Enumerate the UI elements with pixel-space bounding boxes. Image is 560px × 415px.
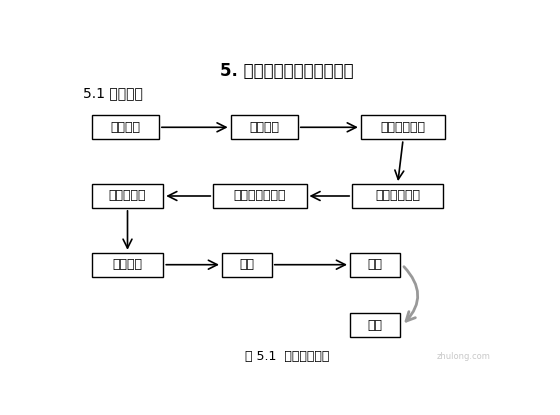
- FancyBboxPatch shape: [92, 253, 164, 277]
- Text: 自检: 自检: [367, 319, 382, 332]
- Text: 基层处理: 基层处理: [249, 121, 279, 134]
- FancyBboxPatch shape: [361, 115, 445, 139]
- Text: 标识铺砖控制线: 标识铺砖控制线: [234, 190, 286, 203]
- Text: zhulong.com: zhulong.com: [437, 352, 491, 361]
- Text: 勾缝: 勾缝: [239, 258, 254, 271]
- Text: 5. 施工工艺流程及操作要点: 5. 施工工艺流程及操作要点: [220, 61, 354, 80]
- Text: 铺结合层砂浆: 铺结合层砂浆: [375, 190, 420, 203]
- Text: 压平拨缝: 压平拨缝: [113, 258, 142, 271]
- Text: 铺贴玻化砖: 铺贴玻化砖: [109, 190, 146, 203]
- FancyBboxPatch shape: [352, 184, 444, 208]
- FancyBboxPatch shape: [222, 253, 272, 277]
- Text: 施工准备: 施工准备: [110, 121, 141, 134]
- FancyBboxPatch shape: [350, 253, 400, 277]
- Text: 放线、找规矩: 放线、找规矩: [381, 121, 426, 134]
- Text: 图 5.1  施工工艺流程: 图 5.1 施工工艺流程: [245, 350, 329, 363]
- FancyBboxPatch shape: [92, 184, 164, 208]
- FancyBboxPatch shape: [231, 115, 298, 139]
- Text: 5.1 工艺流程: 5.1 工艺流程: [83, 86, 143, 100]
- Text: 养护: 养护: [367, 258, 382, 271]
- FancyBboxPatch shape: [213, 184, 306, 208]
- FancyBboxPatch shape: [92, 115, 159, 139]
- FancyArrowPatch shape: [404, 267, 418, 321]
- FancyBboxPatch shape: [350, 313, 400, 337]
